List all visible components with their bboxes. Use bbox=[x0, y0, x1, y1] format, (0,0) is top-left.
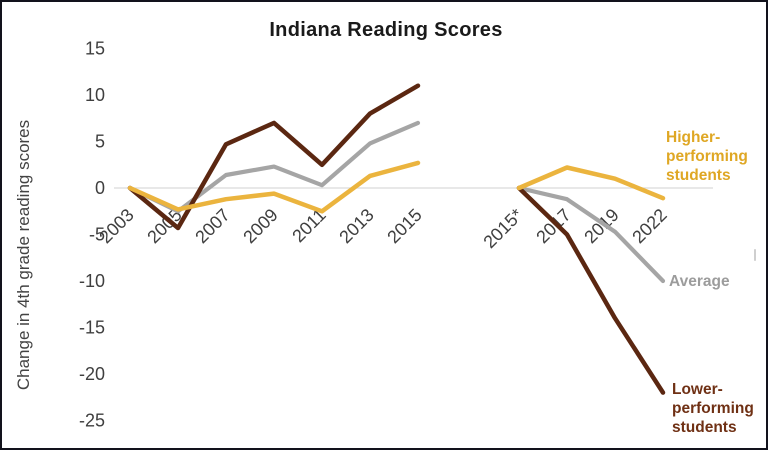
y-tick-label: -25 bbox=[79, 411, 105, 431]
y-tick-label: -10 bbox=[79, 271, 105, 291]
series-line-lower-performing-panel2 bbox=[516, 185, 666, 395]
y-tick-label: -20 bbox=[79, 364, 105, 384]
chart-title: Indiana Reading Scores bbox=[269, 19, 503, 41]
y-tick-label: -15 bbox=[79, 318, 105, 338]
edge-artifact-mark bbox=[754, 249, 756, 261]
series-line-average-panel1 bbox=[127, 120, 421, 214]
y-tick-label: 0 bbox=[95, 178, 105, 198]
y-tick-label: 5 bbox=[95, 132, 105, 152]
x-tick-label: 2007 bbox=[191, 205, 233, 247]
series-label-higher-performing: Higher-performing students bbox=[666, 129, 748, 184]
x-tick-label: 2009 bbox=[239, 205, 281, 247]
series-label-lower-performing: Lower-performing students bbox=[672, 381, 754, 436]
series-line-lower-performing-panel1 bbox=[127, 83, 421, 231]
series-line-higher-performing-panel1 bbox=[127, 160, 421, 214]
y-tick-label: 15 bbox=[85, 39, 105, 59]
x-tick-label: 2013 bbox=[335, 205, 377, 247]
y-tick-label: -5 bbox=[89, 225, 105, 245]
series-line-average-panel2 bbox=[516, 185, 666, 284]
series-line-higher-performing-panel2 bbox=[516, 165, 666, 201]
x-tick-label: 2015 bbox=[383, 205, 425, 247]
x-tick-label: 2015* bbox=[479, 205, 526, 252]
x-tick-label: 2022 bbox=[628, 205, 670, 247]
y-tick-label: 10 bbox=[85, 85, 105, 105]
series-label-average: Average bbox=[669, 273, 730, 290]
